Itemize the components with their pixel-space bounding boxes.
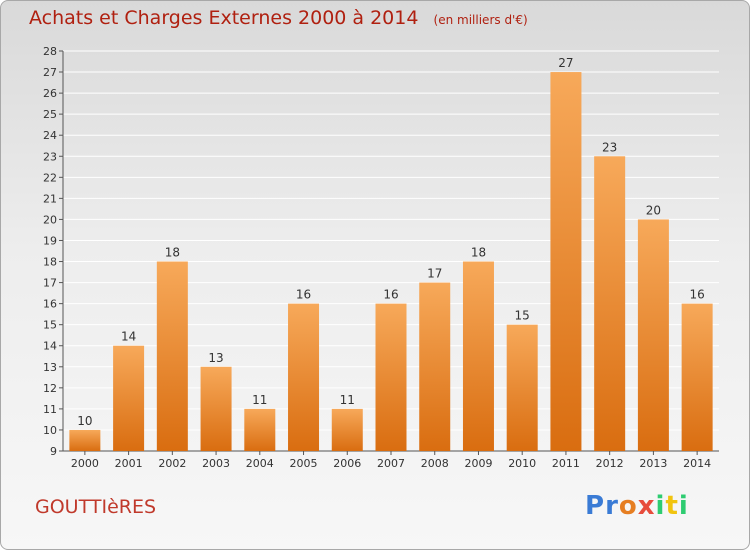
x-tick-label-2012: 2012	[596, 457, 624, 470]
x-tick-label-2007: 2007	[377, 457, 405, 470]
x-tick-label-2005: 2005	[290, 457, 318, 470]
y-tick-label: 22	[43, 171, 57, 184]
y-tick-labels: 9 10 11 12 13 14 15 16 17 18 19 20 21 22 23 24 25 26 27 28	[43, 45, 63, 458]
logo-letter: o	[618, 491, 638, 521]
data-label-2003: 13	[208, 351, 223, 365]
x-tick-label-2010: 2010	[508, 457, 536, 470]
data-label-2014: 16	[689, 288, 704, 302]
data-label-2011: 27	[558, 56, 573, 70]
bar-2002	[156, 261, 188, 451]
bar-2005	[288, 303, 320, 451]
data-label-2012: 23	[602, 140, 617, 154]
x-tick-label-2013: 2013	[639, 457, 667, 470]
y-tick-label: 17	[43, 277, 57, 290]
y-tick-label: 20	[43, 213, 57, 226]
logo-letter: t	[665, 491, 679, 521]
y-tick-label: 14	[43, 340, 57, 353]
y-tick-label: 18	[43, 256, 57, 269]
x-tick-label-2002: 2002	[158, 457, 186, 470]
logo-letter: r	[605, 491, 619, 521]
data-label-2000: 10	[77, 414, 92, 428]
chart-title: Achats et Charges Externes 2000 à 2014 (…	[29, 7, 528, 29]
data-label-2008: 17	[427, 267, 442, 281]
y-tick-label: 16	[43, 298, 57, 311]
bar-2013	[637, 219, 669, 451]
bar-2009	[462, 261, 494, 451]
bar-2008	[419, 282, 451, 451]
x-tick-label-2011: 2011	[552, 457, 580, 470]
x-tick-label-2000: 2000	[71, 457, 99, 470]
data-label-2005: 16	[296, 288, 311, 302]
bar-2012	[594, 156, 626, 451]
x-tick-label-2009: 2009	[464, 457, 492, 470]
y-tick-label: 12	[43, 382, 57, 395]
bar-2006	[331, 408, 363, 451]
commune-name: GOUTTIèRES	[35, 496, 157, 518]
data-label-2007: 16	[383, 288, 398, 302]
chart-unit-label: (en milliers d'€)	[433, 13, 528, 27]
data-label-2009: 18	[471, 246, 486, 260]
data-label-2004: 11	[252, 393, 267, 407]
data-label-2013: 20	[646, 203, 661, 217]
logo-letter: i	[655, 491, 666, 521]
bar-2011	[550, 72, 582, 451]
y-tick-label: 10	[43, 424, 57, 437]
bar-2007	[375, 303, 407, 451]
bar-2014	[681, 303, 713, 451]
data-labels: 10 14 18 13 11 16 11 16 17 18 15 27 23 20 16	[77, 56, 705, 428]
y-tick-label: 28	[43, 45, 57, 58]
y-tick-label: 11	[43, 403, 57, 416]
x-tick-label-2008: 2008	[421, 457, 449, 470]
x-tick-labels: 2000 2001 2002 2003 2004 2005 2006 2007 2008 2009…	[71, 451, 711, 470]
y-tick-label: 21	[43, 192, 57, 205]
y-tick-label: 23	[43, 150, 57, 163]
proxiti-logo: Proxiti	[585, 491, 689, 521]
logo-letter: P	[585, 491, 606, 521]
bar-2010	[506, 324, 538, 451]
y-tick-label: 19	[43, 234, 57, 247]
x-tick-label-2014: 2014	[683, 457, 711, 470]
y-tick-label: 9	[50, 445, 57, 458]
y-tick-label: 25	[43, 108, 57, 121]
x-tick-label-2004: 2004	[246, 457, 274, 470]
bar-2003	[200, 366, 232, 451]
bar-2001	[113, 345, 145, 451]
x-tick-label-2003: 2003	[202, 457, 230, 470]
y-tick-label: 24	[43, 129, 57, 142]
data-label-2006: 11	[340, 393, 355, 407]
y-tick-label: 13	[43, 361, 57, 374]
x-tick-label-2006: 2006	[333, 457, 361, 470]
y-tick-label: 26	[43, 87, 57, 100]
data-label-2010: 15	[515, 309, 530, 323]
bar-2000	[69, 429, 101, 451]
logo-letter: i	[678, 491, 689, 521]
bars	[69, 72, 713, 451]
data-label-2001: 14	[121, 330, 136, 344]
x-tick-label-2001: 2001	[115, 457, 143, 470]
data-label-2002: 18	[165, 246, 180, 260]
chart-title-text: Achats et Charges Externes 2000 à 2014	[29, 7, 419, 29]
y-tick-label: 15	[43, 319, 57, 332]
y-tick-label: 27	[43, 66, 57, 79]
bar-2004	[244, 408, 276, 451]
logo-letter: x	[637, 491, 656, 521]
